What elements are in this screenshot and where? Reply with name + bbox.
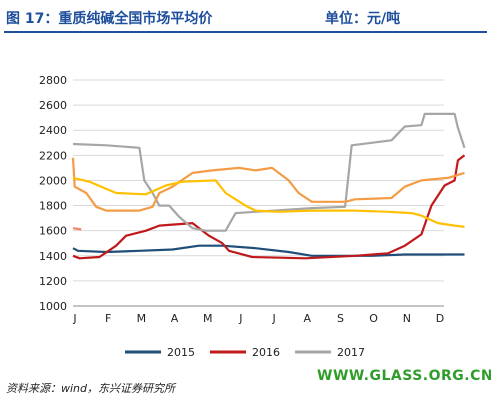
legend-label-2015: 2015 bbox=[167, 346, 195, 359]
y-tick-label: 1400 bbox=[39, 250, 67, 263]
y-tick-label: 2400 bbox=[39, 124, 67, 137]
x-tick-label: O bbox=[369, 312, 378, 325]
x-tick-label: D bbox=[436, 312, 444, 325]
line-chart: 1000 1200 1400 1600 1800 2000 2200 2400 2600 2800… bbox=[39, 74, 466, 359]
x-tick-label: J bbox=[238, 312, 242, 325]
figure-title: 图 17：重质纯碱全国市场平均价 bbox=[6, 11, 213, 27]
x-tick-label: J bbox=[72, 312, 76, 325]
y-tick-label: 1200 bbox=[39, 275, 67, 288]
x-tick-label: S bbox=[337, 312, 344, 325]
series-line-2019 bbox=[72, 176, 465, 228]
x-tick-label: F bbox=[105, 312, 111, 325]
title-divider bbox=[4, 31, 487, 33]
y-tick-label: 2200 bbox=[39, 149, 67, 162]
legend-label-2016: 2016 bbox=[252, 346, 280, 359]
x-tick-label: J bbox=[271, 312, 275, 325]
y-tick-label: 2600 bbox=[39, 99, 67, 112]
x-tick-label: M bbox=[137, 312, 147, 325]
series-line-2018 bbox=[71, 157, 465, 212]
y-tick-label: 2800 bbox=[39, 74, 67, 87]
x-tick-label: N bbox=[403, 312, 411, 325]
series-line-2015 bbox=[72, 244, 465, 257]
watermark-text: WWW.GLASS.ORG.CN bbox=[317, 368, 491, 384]
y-tick-label: 1800 bbox=[39, 200, 67, 213]
x-tick-label: A bbox=[304, 312, 312, 325]
x-tick-label: A bbox=[171, 312, 179, 325]
source-note: 资料来源：wind，东兴证券研究所 bbox=[6, 382, 176, 395]
y-tick-label: 2000 bbox=[39, 174, 67, 187]
y-tick-label: 1000 bbox=[39, 300, 67, 313]
x-tick-label: M bbox=[203, 312, 213, 325]
y-tick-label: 1600 bbox=[39, 225, 67, 238]
unit-label: 单位：元/吨 bbox=[325, 11, 401, 27]
series-line-2020 bbox=[72, 227, 82, 231]
figure-header: 图 17：重质纯碱全国市场平均价 单位：元/吨 bbox=[0, 0, 491, 34]
series-line-2016 bbox=[72, 154, 466, 260]
legend-label-2017: 2017 bbox=[337, 346, 365, 359]
